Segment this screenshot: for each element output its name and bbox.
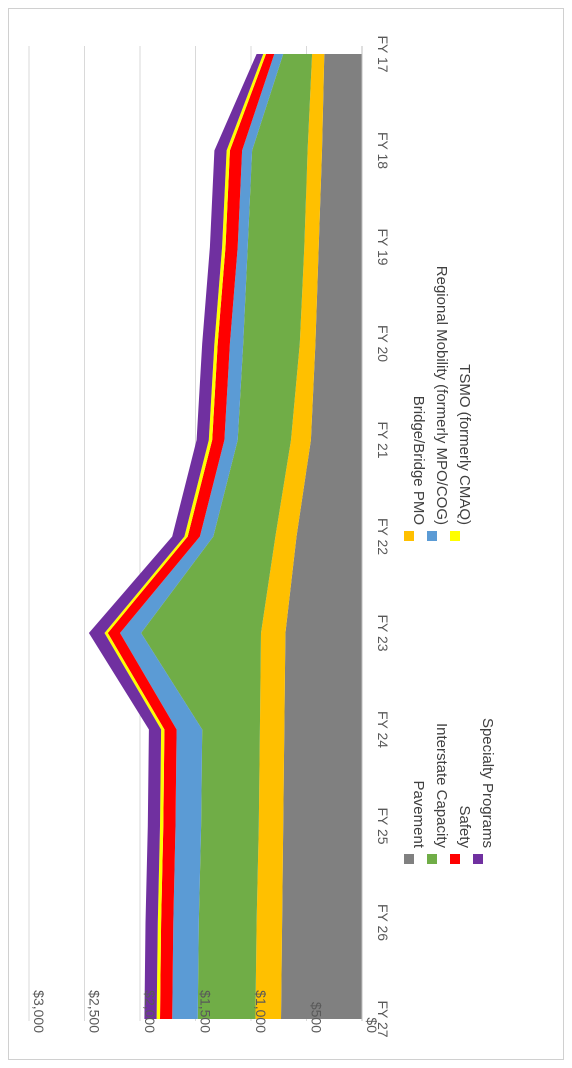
y-tick-label: $1,000 [253, 990, 269, 1033]
chart-frame: $0 $500 $1,000 $1,500 $2,000 $2,500 $3,000 FY 1… [8, 8, 564, 1060]
legend-swatch [427, 854, 437, 864]
y-tick-label: $2,500 [87, 990, 103, 1033]
legend-label: Interstate Capacity [433, 723, 450, 849]
x-tick-label: FY 23 [375, 614, 391, 651]
x-tick-label: FY 19 [375, 228, 391, 265]
legend-label: TSMO (formerly CMAQ) [456, 364, 473, 525]
y-tick-label: $0 [364, 1017, 380, 1033]
area-bridge-bridge-pmo [255, 54, 325, 1019]
legend-swatch [473, 854, 483, 864]
legend-label: Specialty Programs [479, 718, 496, 848]
legend-swatch [450, 854, 460, 864]
area-pavement [281, 54, 362, 1019]
x-tick-label: FY 27 [375, 1000, 391, 1037]
x-tick-label: FY 24 [375, 711, 391, 748]
area-tsmo-formerly-cmaq [104, 54, 266, 1019]
stacked-area-chart: $0 $500 $1,000 $1,500 $2,000 $2,500 $3,000 FY 1… [28, 35, 496, 1038]
y-tick-label: $3,000 [31, 990, 47, 1033]
area-interstate-capacity [141, 54, 313, 1019]
legend-label: Safety [456, 805, 473, 848]
y-tick-label: $1,500 [198, 990, 214, 1033]
area-safety [107, 54, 275, 1019]
legend-label: Pavement [410, 780, 427, 848]
x-tick-label: FY 25 [375, 807, 391, 844]
y-tick-label: $500 [309, 1002, 325, 1033]
area-series [88, 54, 362, 1019]
legend: Pavement Interstate Capacity Safety Special… [404, 266, 496, 864]
axes: $0 $500 $1,000 $1,500 $2,000 $2,500 $3,000 FY 1… [31, 35, 391, 1037]
x-tick-label: FY 18 [375, 132, 391, 169]
legend-swatch [404, 854, 414, 864]
legend-swatch [450, 531, 460, 541]
legend-swatch [427, 531, 437, 541]
legend-swatch [404, 531, 414, 541]
x-tick-label: FY 20 [375, 325, 391, 362]
area-specialty-programs [88, 54, 264, 1019]
y-tick-label: $2,000 [142, 990, 158, 1033]
x-tick-label: FY 21 [375, 421, 391, 458]
x-tick-label: FY 22 [375, 518, 391, 555]
x-tick-label: FY 17 [375, 35, 391, 72]
legend-label: Regional Mobility (formerly MPO/COG) [433, 266, 450, 525]
area-regional-mobility-formerly-mpo-cog [120, 54, 284, 1019]
x-tick-label: FY 26 [375, 904, 391, 941]
legend-label: Bridge/Bridge PMO [410, 396, 427, 525]
